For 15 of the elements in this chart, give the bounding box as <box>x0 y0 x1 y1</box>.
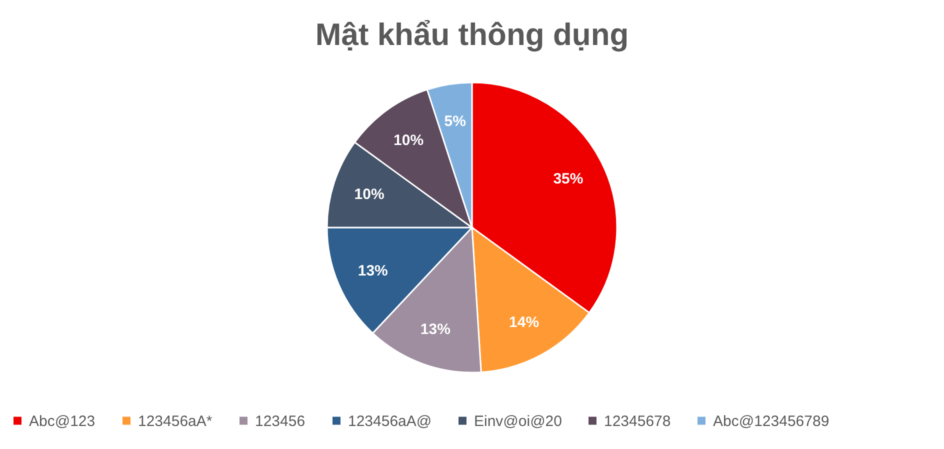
legend-label: Einv@oi@20 <box>474 412 562 430</box>
legend-label: 123456aA@ <box>348 412 432 430</box>
legend-label: 123456aA* <box>138 412 212 430</box>
data-label: 13% <box>358 262 388 280</box>
legend-label: Abc@123 <box>29 412 96 430</box>
data-label: 35% <box>553 170 584 188</box>
data-label: 10% <box>354 186 384 204</box>
legend-label: Abc@123456789 <box>713 412 830 430</box>
data-label: 10% <box>394 132 424 150</box>
data-label: 13% <box>420 321 450 338</box>
data-label: 14% <box>509 314 540 332</box>
chart-title: Mật khẩu thông dụng <box>315 17 629 52</box>
legend-label: 123456 <box>255 412 306 430</box>
data-label: 5% <box>444 112 466 130</box>
legend-label: 12345678 <box>604 412 671 430</box>
